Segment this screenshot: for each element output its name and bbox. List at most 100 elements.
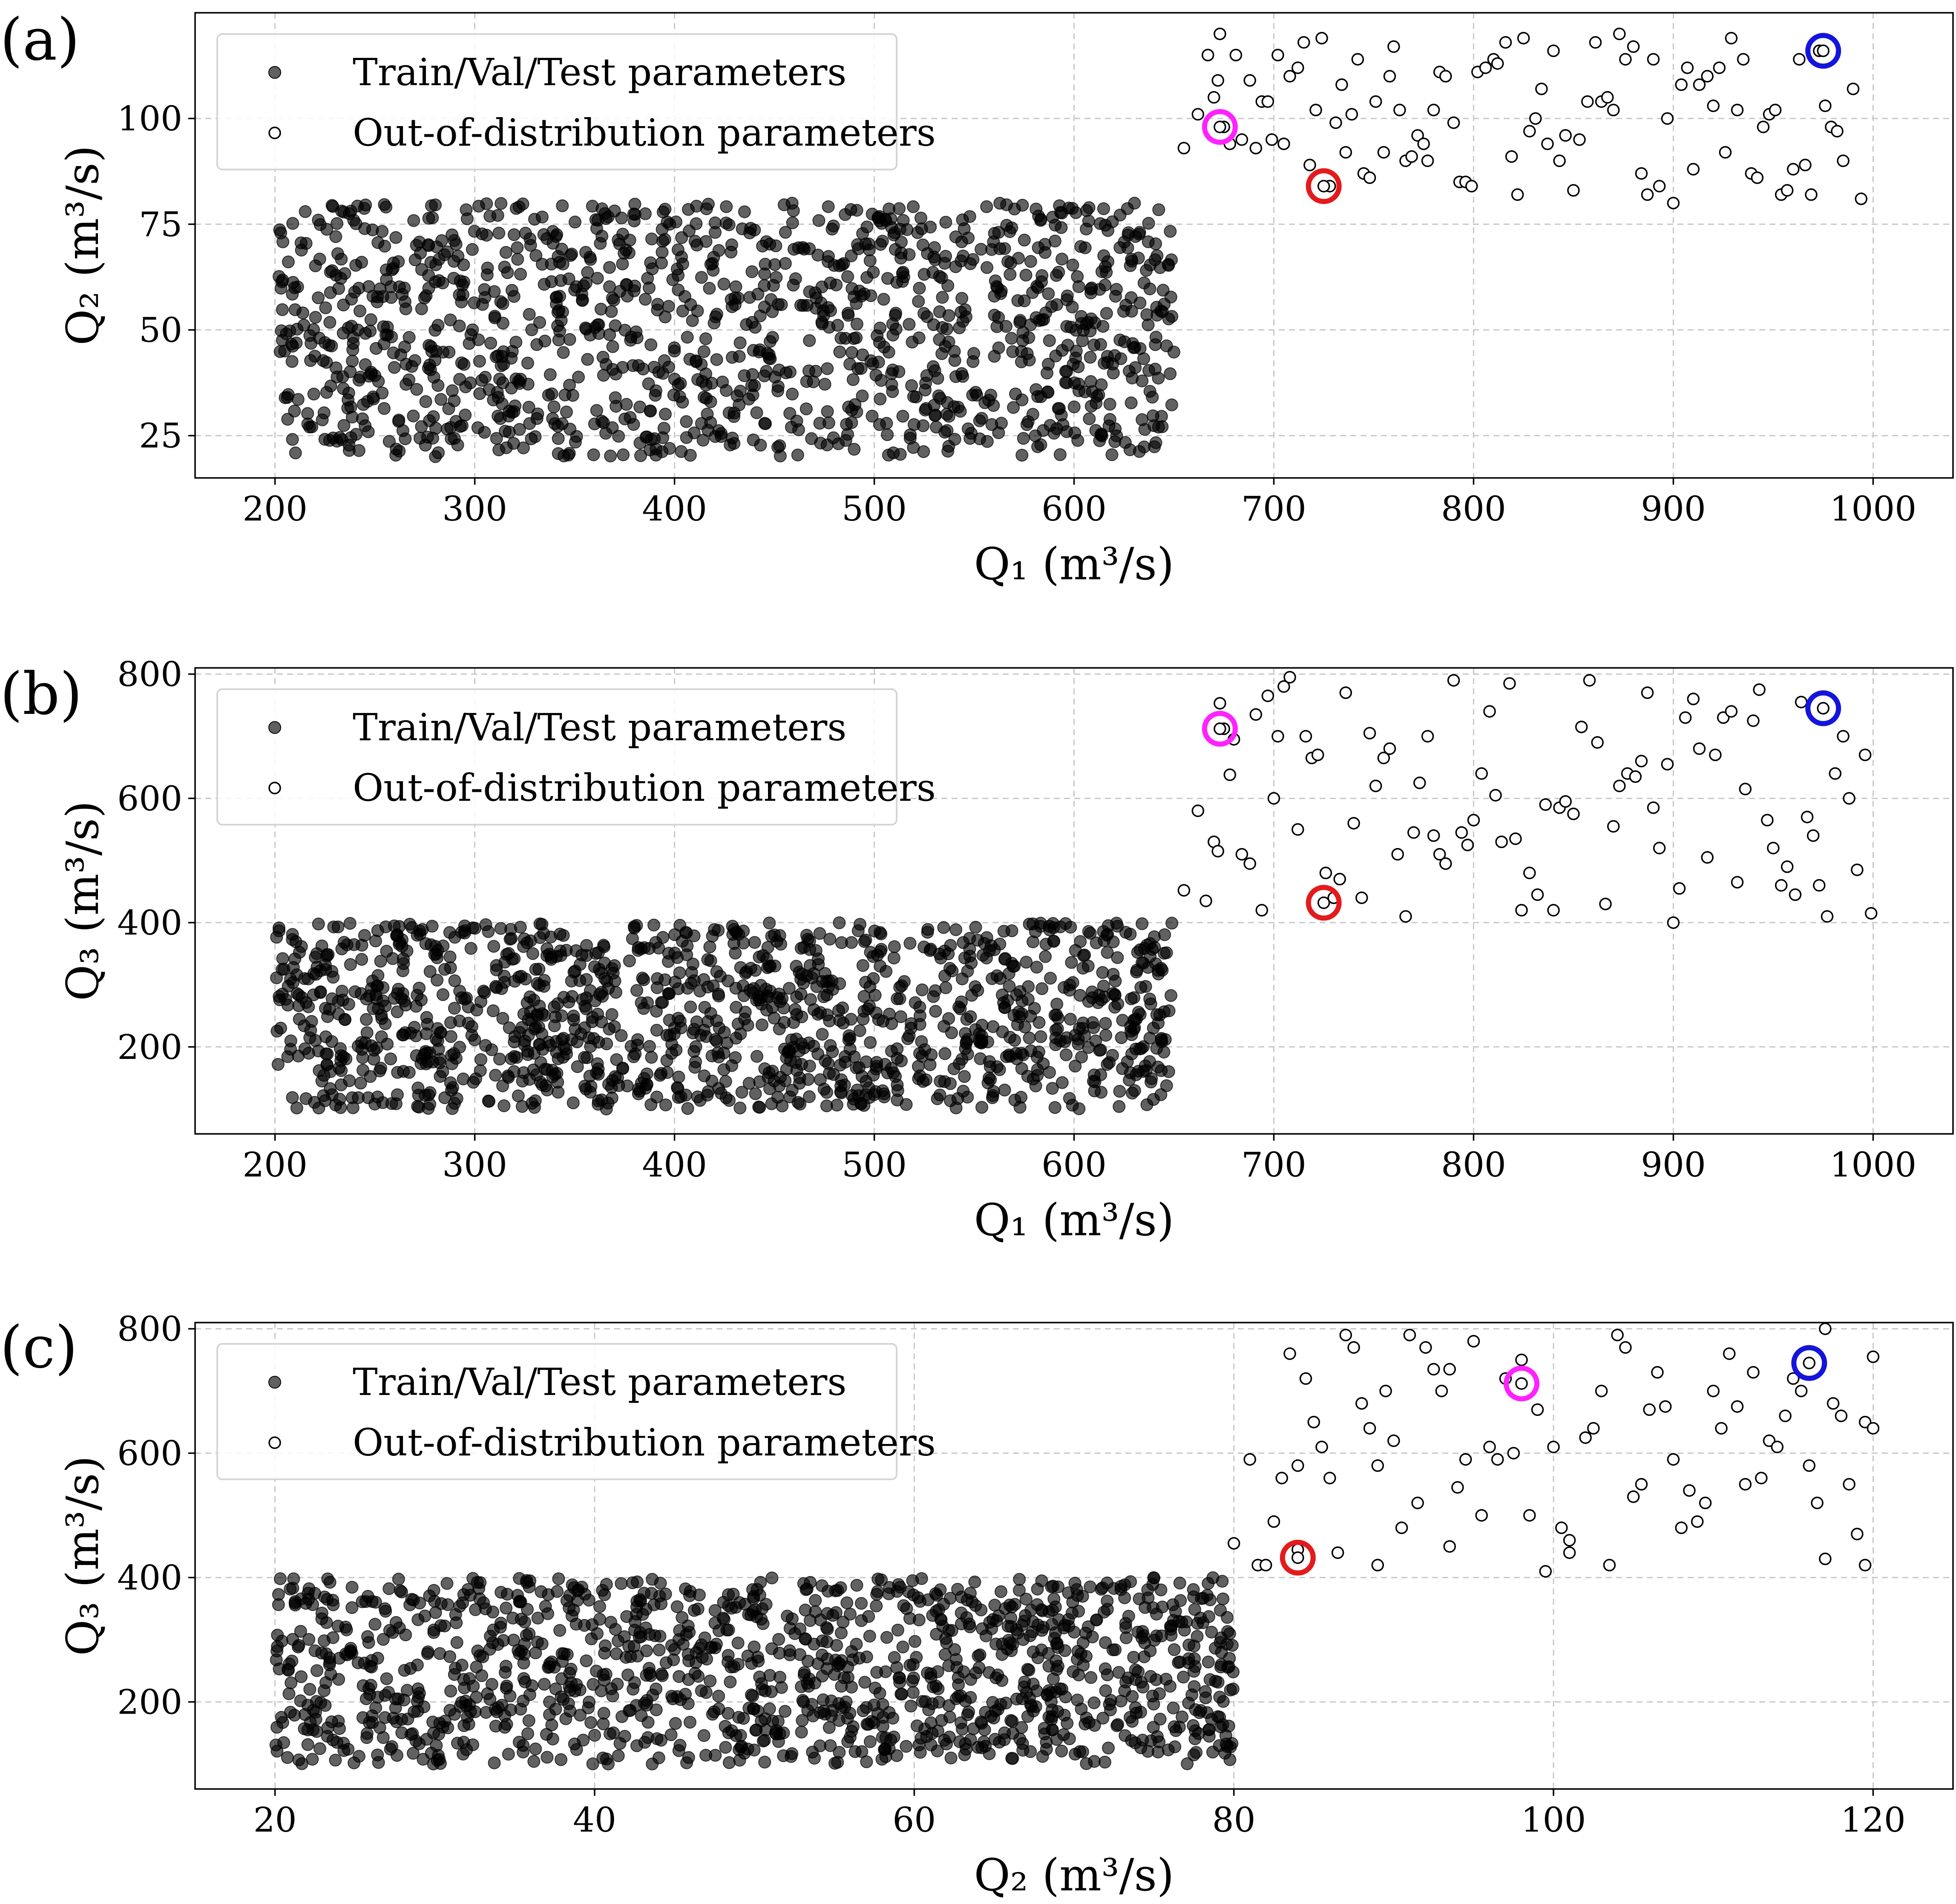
train-point: [1131, 1625, 1145, 1639]
train-point: [597, 1717, 610, 1731]
y-tick-label: 800: [117, 1309, 182, 1349]
train-point: [591, 318, 604, 331]
train-point: [1042, 287, 1055, 300]
train-point: [527, 1755, 541, 1768]
train-point: [998, 242, 1011, 255]
highlighted-ood-point: [1214, 121, 1226, 133]
train-point: [301, 1738, 314, 1751]
ood-point: [1479, 61, 1492, 74]
train-point: [783, 1644, 796, 1657]
train-point: [427, 1626, 440, 1639]
train-point: [984, 1073, 997, 1086]
train-point: [1002, 1048, 1015, 1061]
highlighted-ood-point: [1817, 44, 1829, 58]
train-point: [1173, 1655, 1186, 1668]
train-point: [893, 223, 906, 236]
train-point: [469, 1603, 482, 1616]
train-point: [858, 935, 871, 948]
train-point: [552, 250, 565, 263]
train-point: [430, 240, 443, 253]
train-point: [289, 446, 302, 460]
train-point: [896, 410, 909, 423]
train-point: [957, 250, 970, 262]
train-point: [891, 1624, 904, 1637]
train-point: [812, 958, 825, 971]
train-point: [986, 972, 998, 985]
train-point: [641, 1716, 655, 1729]
train-point: [903, 431, 917, 445]
train-point: [273, 921, 285, 935]
train-point: [1062, 1586, 1075, 1599]
ood-point: [1387, 40, 1400, 53]
train-point: [331, 1619, 345, 1633]
train-point: [1013, 1573, 1026, 1586]
train-point: [323, 316, 337, 329]
train-point: [616, 1710, 629, 1723]
train-point: [832, 437, 845, 450]
train-point: [630, 984, 643, 997]
train-point: [712, 1690, 725, 1703]
train-point: [494, 1616, 507, 1630]
train-point: [315, 1612, 328, 1625]
train-point: [514, 267, 527, 281]
train-point: [332, 1673, 345, 1686]
train-point: [990, 1637, 1002, 1651]
train-point: [545, 387, 558, 400]
train-point: [319, 1030, 332, 1044]
train-point: [276, 952, 289, 965]
train-point: [550, 297, 563, 311]
train-point: [814, 437, 827, 450]
train-point: [653, 1643, 666, 1657]
train-point: [1173, 1576, 1186, 1590]
train-point: [750, 406, 763, 419]
train-point: [1103, 398, 1116, 411]
train-point: [399, 432, 412, 446]
train-point: [905, 379, 918, 392]
train-point: [719, 1741, 732, 1754]
train-point: [345, 1581, 359, 1594]
ood-point: [1439, 857, 1452, 870]
train-point: [1055, 221, 1068, 234]
y-tick-label: 400: [117, 1558, 182, 1598]
legend-box: [216, 33, 897, 170]
ood-point: [1795, 696, 1808, 708]
train-point: [912, 1614, 926, 1627]
train-point: [1159, 1033, 1172, 1046]
ood-point: [1235, 133, 1248, 146]
ood-point: [1417, 137, 1430, 150]
ood-point: [1489, 789, 1502, 802]
train-point: [876, 235, 889, 248]
ood-point: [1443, 1363, 1456, 1376]
train-point: [686, 958, 699, 971]
train-point: [745, 265, 759, 278]
x-tick-label: 700: [1241, 489, 1306, 529]
ood-point: [1613, 27, 1626, 40]
train-point: [564, 249, 577, 262]
train-point: [649, 384, 662, 397]
train-point: [1066, 976, 1079, 989]
train-point: [939, 216, 952, 229]
train-point: [1047, 1672, 1060, 1685]
train-point: [490, 432, 503, 445]
train-point: [919, 377, 932, 390]
train-point: [1150, 301, 1163, 314]
train-point: [544, 368, 557, 381]
train-point: [1103, 413, 1116, 426]
ood-point: [1299, 730, 1312, 743]
train-point: [961, 1593, 974, 1607]
train-point: [1084, 927, 1097, 940]
train-point: [337, 299, 350, 311]
train-point: [480, 197, 493, 210]
ood-point: [1667, 1453, 1680, 1466]
train-point: [288, 952, 302, 966]
train-point: [995, 1674, 1009, 1687]
train-point: [797, 299, 810, 312]
train-point: [498, 261, 511, 273]
train-point: [522, 401, 535, 414]
train-point: [347, 331, 360, 344]
train-point: [475, 1053, 487, 1066]
train-point: [489, 980, 502, 993]
train-point: [628, 920, 641, 933]
train-point: [306, 1753, 319, 1766]
